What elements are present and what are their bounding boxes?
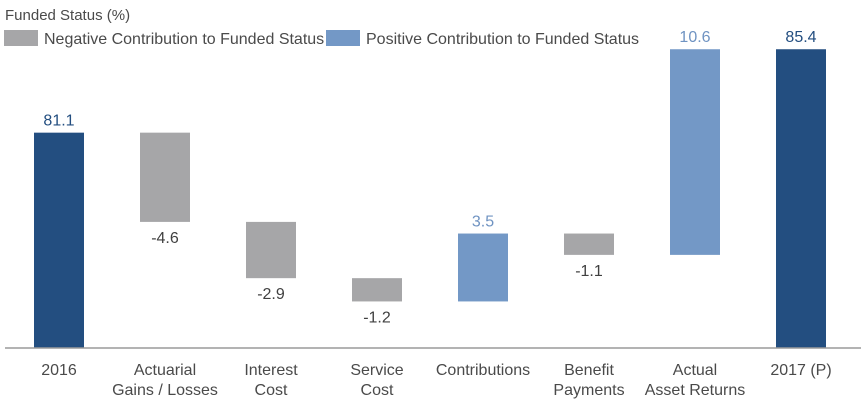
value-label-0: 81.1 <box>43 113 74 130</box>
bar-6 <box>670 49 720 255</box>
bar-2 <box>246 221 296 279</box>
chart-title: Funded Status (%) <box>5 7 130 24</box>
bar-0 <box>34 132 84 348</box>
x-tick-label-2-line-1: Cost <box>255 382 288 399</box>
legend-label-positive: Positive Contribution to Funded Status <box>366 31 639 48</box>
value-labels-layer: 81.1 -4.6 -2.9 -1.2 3.5 -1.1 10.6 85.4 <box>43 29 816 326</box>
bar-4 <box>458 233 508 302</box>
x-tick-labels-layer: 2016 Actuarial Gains / Losses Interest Cost S… <box>41 362 831 399</box>
value-label-2: -2.9 <box>257 286 285 303</box>
x-tick-label-6-line-1: Asset Returns <box>645 382 745 399</box>
x-tick-label-6-line-0: Actual <box>673 362 717 379</box>
bars-layer <box>34 49 826 349</box>
legend-swatch-negative <box>4 30 38 46</box>
x-tick-label-5-line-1: Payments <box>553 382 624 399</box>
value-label-5: -1.1 <box>575 263 603 280</box>
x-tick-label-7: 2017 (P) <box>770 362 831 379</box>
x-tick-label-2-line-0: Interest <box>244 362 298 379</box>
x-tick-label-0: 2016 <box>41 362 77 379</box>
legend-swatch-positive <box>326 30 360 46</box>
x-tick-label-1-line-0: Actuarial <box>134 362 196 379</box>
x-tick-label-3-line-1: Cost <box>361 382 394 399</box>
bar-5 <box>564 233 614 255</box>
bar-3 <box>352 278 402 302</box>
value-label-4: 3.5 <box>472 214 494 231</box>
x-tick-label-3-line-0: Service <box>350 362 403 379</box>
value-label-7: 85.4 <box>785 29 816 46</box>
x-tick-label-1-line-1: Gains / Losses <box>112 382 218 399</box>
bar-1 <box>140 132 190 222</box>
bar-7 <box>776 49 826 349</box>
x-tick-label-5-line-0: Benefit <box>564 362 614 379</box>
x-tick-label-4: Contributions <box>436 362 530 379</box>
legend-label-negative: Negative Contribution to Funded Status <box>44 31 324 48</box>
value-label-3: -1.2 <box>363 309 391 326</box>
value-label-1: -4.6 <box>151 230 179 247</box>
value-label-6: 10.6 <box>679 29 710 46</box>
legend: Negative Contribution to Funded Status P… <box>4 30 639 48</box>
